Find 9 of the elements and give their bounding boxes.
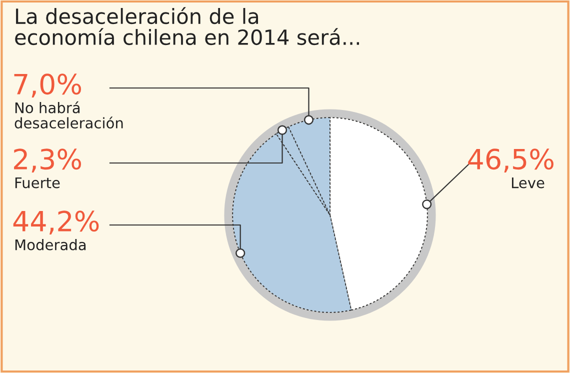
data-label: 46,5% [468, 148, 554, 172]
chart-title: La desaceleración de la economía chilena en 2014 será... [15, 7, 359, 46]
slice-label: Fuerte [15, 177, 60, 188]
slice-label: No habrá desaceleración [14, 101, 123, 129]
data-label: 44,2% [13, 210, 99, 234]
slice-label: Moderada [15, 239, 86, 250]
data-label: 7,0% [14, 74, 82, 98]
data-label: 2,3% [14, 148, 82, 172]
slice-label: Leve [512, 177, 544, 188]
